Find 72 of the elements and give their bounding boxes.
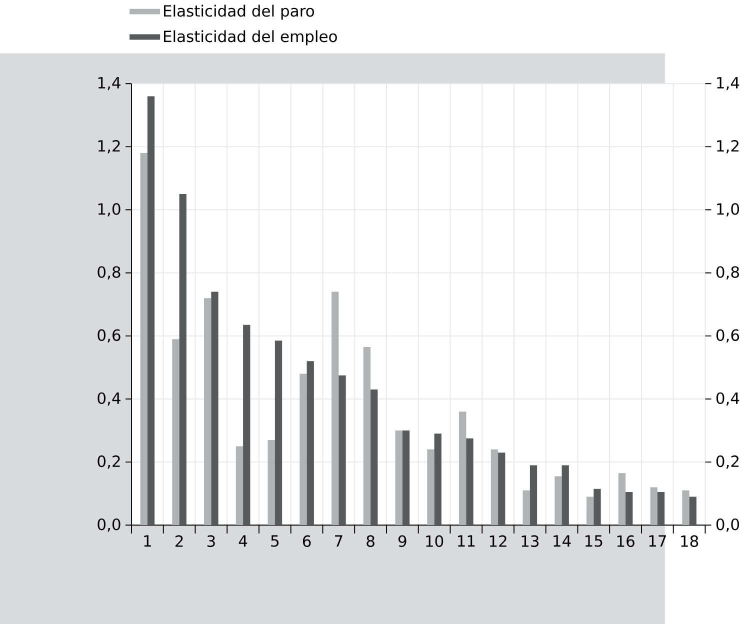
bar xyxy=(466,438,474,525)
bar xyxy=(586,496,594,525)
bar xyxy=(338,375,346,525)
y2-tick-label: 0,6 xyxy=(716,329,740,342)
bar xyxy=(427,449,434,525)
y-tick-label: 1,0 xyxy=(98,202,120,216)
bar xyxy=(618,472,626,525)
x-tick-label: 9 xyxy=(398,535,406,547)
y-tick-label: 0,2 xyxy=(98,455,120,468)
x-tick-label: 1 xyxy=(144,535,151,546)
y-tick-label: 0,8 xyxy=(98,266,120,280)
y2-tick-label: 1,4 xyxy=(717,76,740,90)
x-tick-label: 8 xyxy=(366,535,374,547)
bar xyxy=(530,464,538,525)
x-tick-label: 13 xyxy=(522,535,539,547)
bar xyxy=(459,411,466,525)
y2-tick-label: 1,2 xyxy=(717,140,738,154)
y2-tick-label: 0,0 xyxy=(716,518,740,532)
x-tick-label: 11 xyxy=(458,535,475,546)
x-tick-label: 5 xyxy=(271,535,278,547)
bar xyxy=(243,324,250,525)
x-tick-label: 10 xyxy=(426,535,444,547)
bar xyxy=(332,292,339,525)
x-tick-label: 6 xyxy=(302,535,311,547)
bar xyxy=(402,430,410,525)
bar xyxy=(554,476,562,525)
y2-tick-label: 0,4 xyxy=(716,392,740,406)
y-tick-label: 0,6 xyxy=(98,329,120,342)
x-tick-label: 15 xyxy=(586,535,602,547)
bar xyxy=(268,440,275,525)
x-tick-label: 7 xyxy=(335,535,342,546)
y2-tick-label: 1,0 xyxy=(717,202,740,216)
bar xyxy=(650,487,658,525)
legend-label: Elasticidad del paro xyxy=(164,4,314,20)
y2-tick-label: 0,8 xyxy=(716,266,739,280)
bar xyxy=(274,340,282,525)
bar xyxy=(682,490,690,525)
x-tick-label: 3 xyxy=(207,535,215,547)
x-tick-label: 17 xyxy=(649,535,666,546)
y-tick-label: 1,2 xyxy=(98,140,120,154)
bar xyxy=(140,152,148,525)
bar xyxy=(626,492,633,525)
x-tick-label: 4 xyxy=(238,535,248,546)
x-tick-label: 2 xyxy=(176,535,183,547)
y-tick-label: 1,4 xyxy=(98,76,120,90)
bar xyxy=(498,452,506,525)
y-tick-label: 0,0 xyxy=(98,518,120,532)
bar xyxy=(363,346,371,525)
bar xyxy=(689,496,696,525)
bar xyxy=(490,449,498,525)
legend-label: Elasticidad del empleo xyxy=(164,30,337,45)
x-tick-label: 14 xyxy=(554,535,571,546)
bar xyxy=(172,338,180,525)
bar xyxy=(522,490,530,525)
bar xyxy=(211,292,218,525)
x-tick-label: 12 xyxy=(490,535,506,547)
bar xyxy=(562,464,569,525)
bar xyxy=(594,488,601,525)
y2-tick-label: 0,2 xyxy=(716,455,738,468)
bar xyxy=(395,430,402,525)
bar xyxy=(434,433,442,525)
bar xyxy=(204,298,212,525)
bar xyxy=(657,492,665,525)
bar xyxy=(370,389,378,525)
x-tick-label: 16 xyxy=(617,535,634,547)
y-tick-label: 0,4 xyxy=(98,392,120,406)
bar xyxy=(179,194,186,525)
bar xyxy=(300,374,307,525)
bar xyxy=(147,96,155,525)
x-tick-label: 18 xyxy=(681,535,698,547)
bar xyxy=(306,360,314,525)
bar xyxy=(236,446,244,525)
